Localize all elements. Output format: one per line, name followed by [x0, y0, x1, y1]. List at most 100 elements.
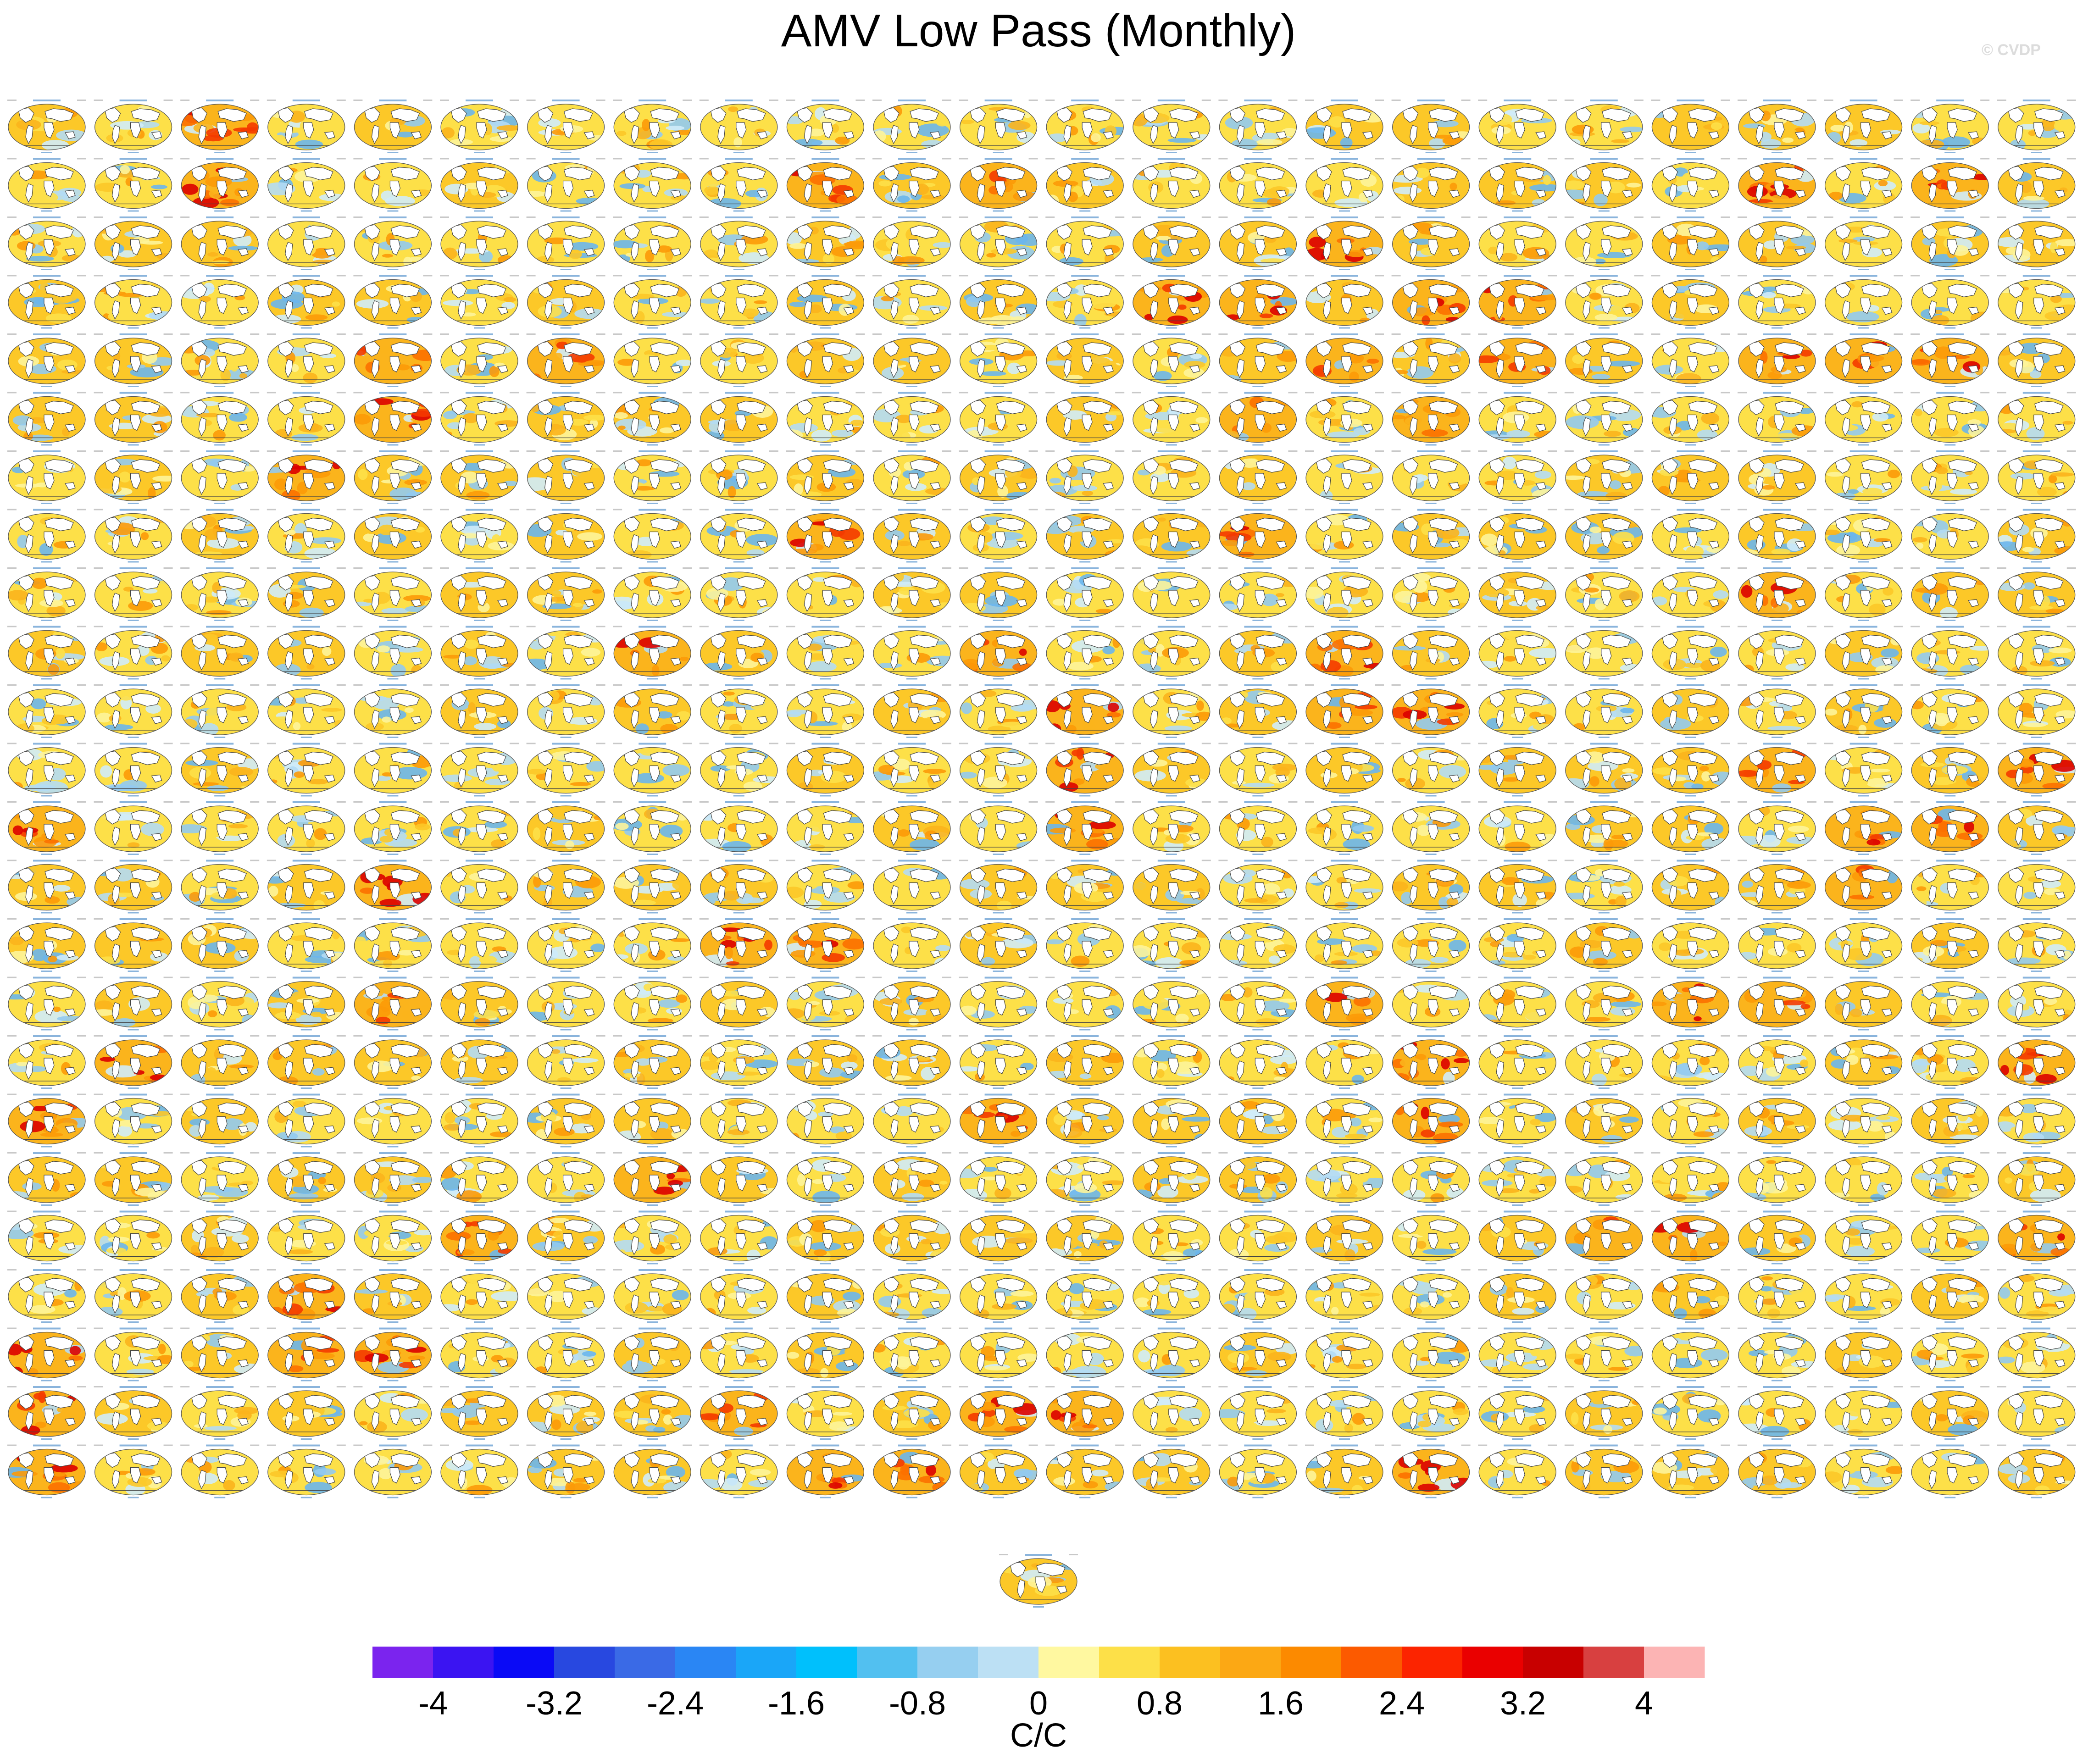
map-panel — [94, 392, 173, 446]
map-panel — [1651, 100, 1730, 153]
colorbar-bin — [1160, 1647, 1221, 1678]
map-panel — [699, 100, 778, 153]
map-panel — [959, 275, 1038, 329]
map-panel — [7, 275, 86, 329]
map-panel — [353, 333, 433, 387]
map-panel — [526, 216, 605, 270]
map-panel — [440, 158, 519, 212]
map-panel — [1218, 158, 1298, 212]
map-panel — [1305, 100, 1384, 153]
map-panel — [1824, 275, 1903, 329]
map-panel — [1391, 100, 1471, 153]
map-panel — [94, 216, 173, 270]
map-panel — [1045, 275, 1125, 329]
map-panel — [7, 100, 86, 153]
map-panel — [353, 392, 433, 446]
map-panel — [1910, 275, 1990, 329]
map-panel — [1391, 275, 1471, 329]
map-panel — [1997, 333, 2076, 387]
map-panel — [1305, 333, 1384, 387]
colorbar-bin — [796, 1647, 857, 1678]
map-panel — [786, 333, 865, 387]
map-panel — [1997, 216, 2076, 270]
map-panel — [1997, 100, 2076, 153]
map-panel — [1391, 158, 1471, 212]
map-panel — [1478, 100, 1557, 153]
colorbar-bin — [1341, 1647, 1402, 1678]
colorbar-bin — [1644, 1647, 1705, 1678]
colorbar-tick-label: 1.6 — [1258, 1685, 1304, 1722]
map-panel — [613, 392, 692, 446]
map-panel — [7, 392, 86, 446]
map-panel — [1132, 392, 1211, 446]
colorbar-bin — [675, 1647, 736, 1678]
map-panel — [1564, 216, 1644, 270]
colorbar-bin — [1281, 1647, 1342, 1678]
map-panel — [353, 216, 433, 270]
map-panel — [440, 275, 519, 329]
map-panel — [267, 392, 346, 446]
map-panel — [1218, 275, 1298, 329]
map-panel — [267, 216, 346, 270]
map-panel — [1738, 158, 1816, 212]
map-panel — [267, 158, 346, 212]
map-panel — [959, 158, 1038, 212]
colorbar-bin — [1220, 1647, 1281, 1678]
map-panel — [7, 158, 86, 212]
map-panel — [1218, 333, 1298, 387]
colorbar-tick-label: -1.6 — [768, 1685, 825, 1722]
map-panel — [872, 392, 951, 446]
map-panel — [1564, 158, 1644, 212]
colorbar-tick-label: -0.8 — [889, 1685, 946, 1722]
map-panel — [1045, 216, 1125, 270]
map-panel — [526, 100, 605, 153]
map-panel — [526, 275, 605, 329]
map-panel — [1391, 216, 1471, 270]
map-panel — [94, 333, 173, 387]
map-panel — [1651, 158, 1730, 212]
map-panel — [526, 333, 605, 387]
map-panel — [1045, 333, 1125, 387]
map-panel — [1910, 100, 1990, 153]
map-panel — [786, 100, 865, 153]
map-panel — [613, 275, 692, 329]
map-panel — [1997, 275, 2076, 329]
map-panel — [1132, 275, 1211, 329]
map-panel — [267, 333, 346, 387]
colorbar-tick-label: 2.4 — [1379, 1685, 1425, 1722]
colorbar-tick-label: -2.4 — [647, 1685, 704, 1722]
map-panel — [1478, 158, 1557, 212]
map-panel — [1478, 275, 1557, 329]
map-panel — [1910, 158, 1990, 212]
colorbar-bin — [978, 1647, 1039, 1678]
map-panel — [699, 158, 778, 212]
map-panel — [180, 333, 260, 387]
map-panel — [353, 100, 433, 153]
map-panel — [1564, 275, 1644, 329]
map-panel — [1738, 216, 1816, 270]
map-panel — [1738, 333, 1816, 387]
map-panel — [94, 158, 173, 212]
map-panel — [353, 158, 433, 212]
map-panel — [1045, 158, 1125, 212]
map-panel — [1564, 333, 1644, 387]
colorbar-bin — [736, 1647, 797, 1678]
map-panel — [959, 100, 1038, 153]
map-panel — [1738, 100, 1816, 153]
colorbar-bin — [1099, 1647, 1160, 1678]
map-panel — [267, 275, 346, 329]
map-panel — [1997, 158, 2076, 212]
map-panel — [699, 216, 778, 270]
map-panel — [440, 333, 519, 387]
map-panel — [7, 216, 86, 270]
colorbar-tick-label: 0.8 — [1137, 1685, 1183, 1722]
map-panel — [180, 100, 260, 153]
map-panel — [1391, 392, 1471, 446]
map-panel — [613, 100, 692, 153]
map-panel — [872, 100, 951, 153]
map-panel — [1045, 100, 1125, 153]
map-panel — [180, 392, 260, 446]
map-panel — [699, 333, 778, 387]
map-panel — [872, 275, 951, 329]
